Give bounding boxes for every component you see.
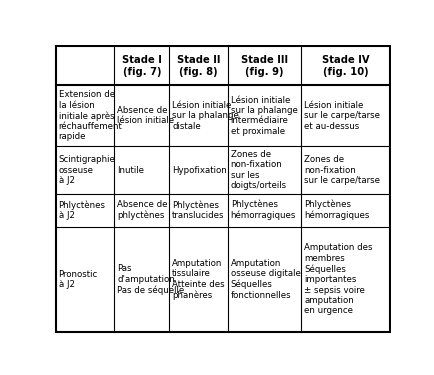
Text: Phlyctènes
hémorragiques: Phlyctènes hémorragiques — [230, 200, 296, 220]
Text: Stade IV
(fig. 10): Stade IV (fig. 10) — [322, 55, 369, 76]
Text: Amputation
osseuse digitale
Séquelles
fonctionnelles: Amputation osseuse digitale Séquelles fo… — [230, 259, 300, 300]
Text: Amputation
tissulaire
Atteinte des
phanères: Amputation tissulaire Atteinte des phanè… — [172, 259, 225, 300]
Text: Phlyctènes
translucides: Phlyctènes translucides — [172, 200, 225, 220]
Text: Stade III
(fig. 9): Stade III (fig. 9) — [241, 55, 288, 76]
Text: Absence de
phlyctènes: Absence de phlyctènes — [117, 200, 168, 220]
Text: Pas
d'amputation
Pas de séquelle: Pas d'amputation Pas de séquelle — [117, 264, 184, 295]
Text: Zones de
non-fixation
sur les
doigts/orteils: Zones de non-fixation sur les doigts/ort… — [230, 150, 287, 190]
Text: Amputation des
membres
Séquelles
importantes
± sepsis voire
amputation
en urgenc: Amputation des membres Séquelles importa… — [304, 243, 373, 315]
Text: Pronostic
à J2: Pronostic à J2 — [59, 270, 98, 289]
Text: Phlyctènes
hémorragiques: Phlyctènes hémorragiques — [304, 200, 369, 220]
Text: Inutile: Inutile — [117, 166, 144, 175]
Text: Extension de
la lésion
initiale après
réchauffement
rapide: Extension de la lésion initiale après ré… — [59, 90, 122, 141]
Text: Lésion initiale
sur la phalange
intermédiaire
et proximale: Lésion initiale sur la phalange interméd… — [230, 96, 297, 136]
Text: Absence de
lésion initiale: Absence de lésion initiale — [117, 106, 174, 126]
Text: Scintigraphie
osseuse
à J2: Scintigraphie osseuse à J2 — [59, 155, 115, 185]
Text: Lésion initiale
sur le carpe/tarse
et au-dessus: Lésion initiale sur le carpe/tarse et au… — [304, 101, 380, 130]
Text: Phlyctènes
à J2: Phlyctènes à J2 — [59, 200, 105, 220]
Text: Stade I
(fig. 7): Stade I (fig. 7) — [122, 55, 162, 76]
Text: Stade II
(fig. 8): Stade II (fig. 8) — [177, 55, 220, 76]
Text: Hypofixation: Hypofixation — [172, 166, 227, 175]
Text: Lésion initiale
sur la phalange
distale: Lésion initiale sur la phalange distale — [172, 101, 239, 130]
Text: Zones de
non-fixation
sur le carpe/tarse: Zones de non-fixation sur le carpe/tarse — [304, 155, 380, 185]
